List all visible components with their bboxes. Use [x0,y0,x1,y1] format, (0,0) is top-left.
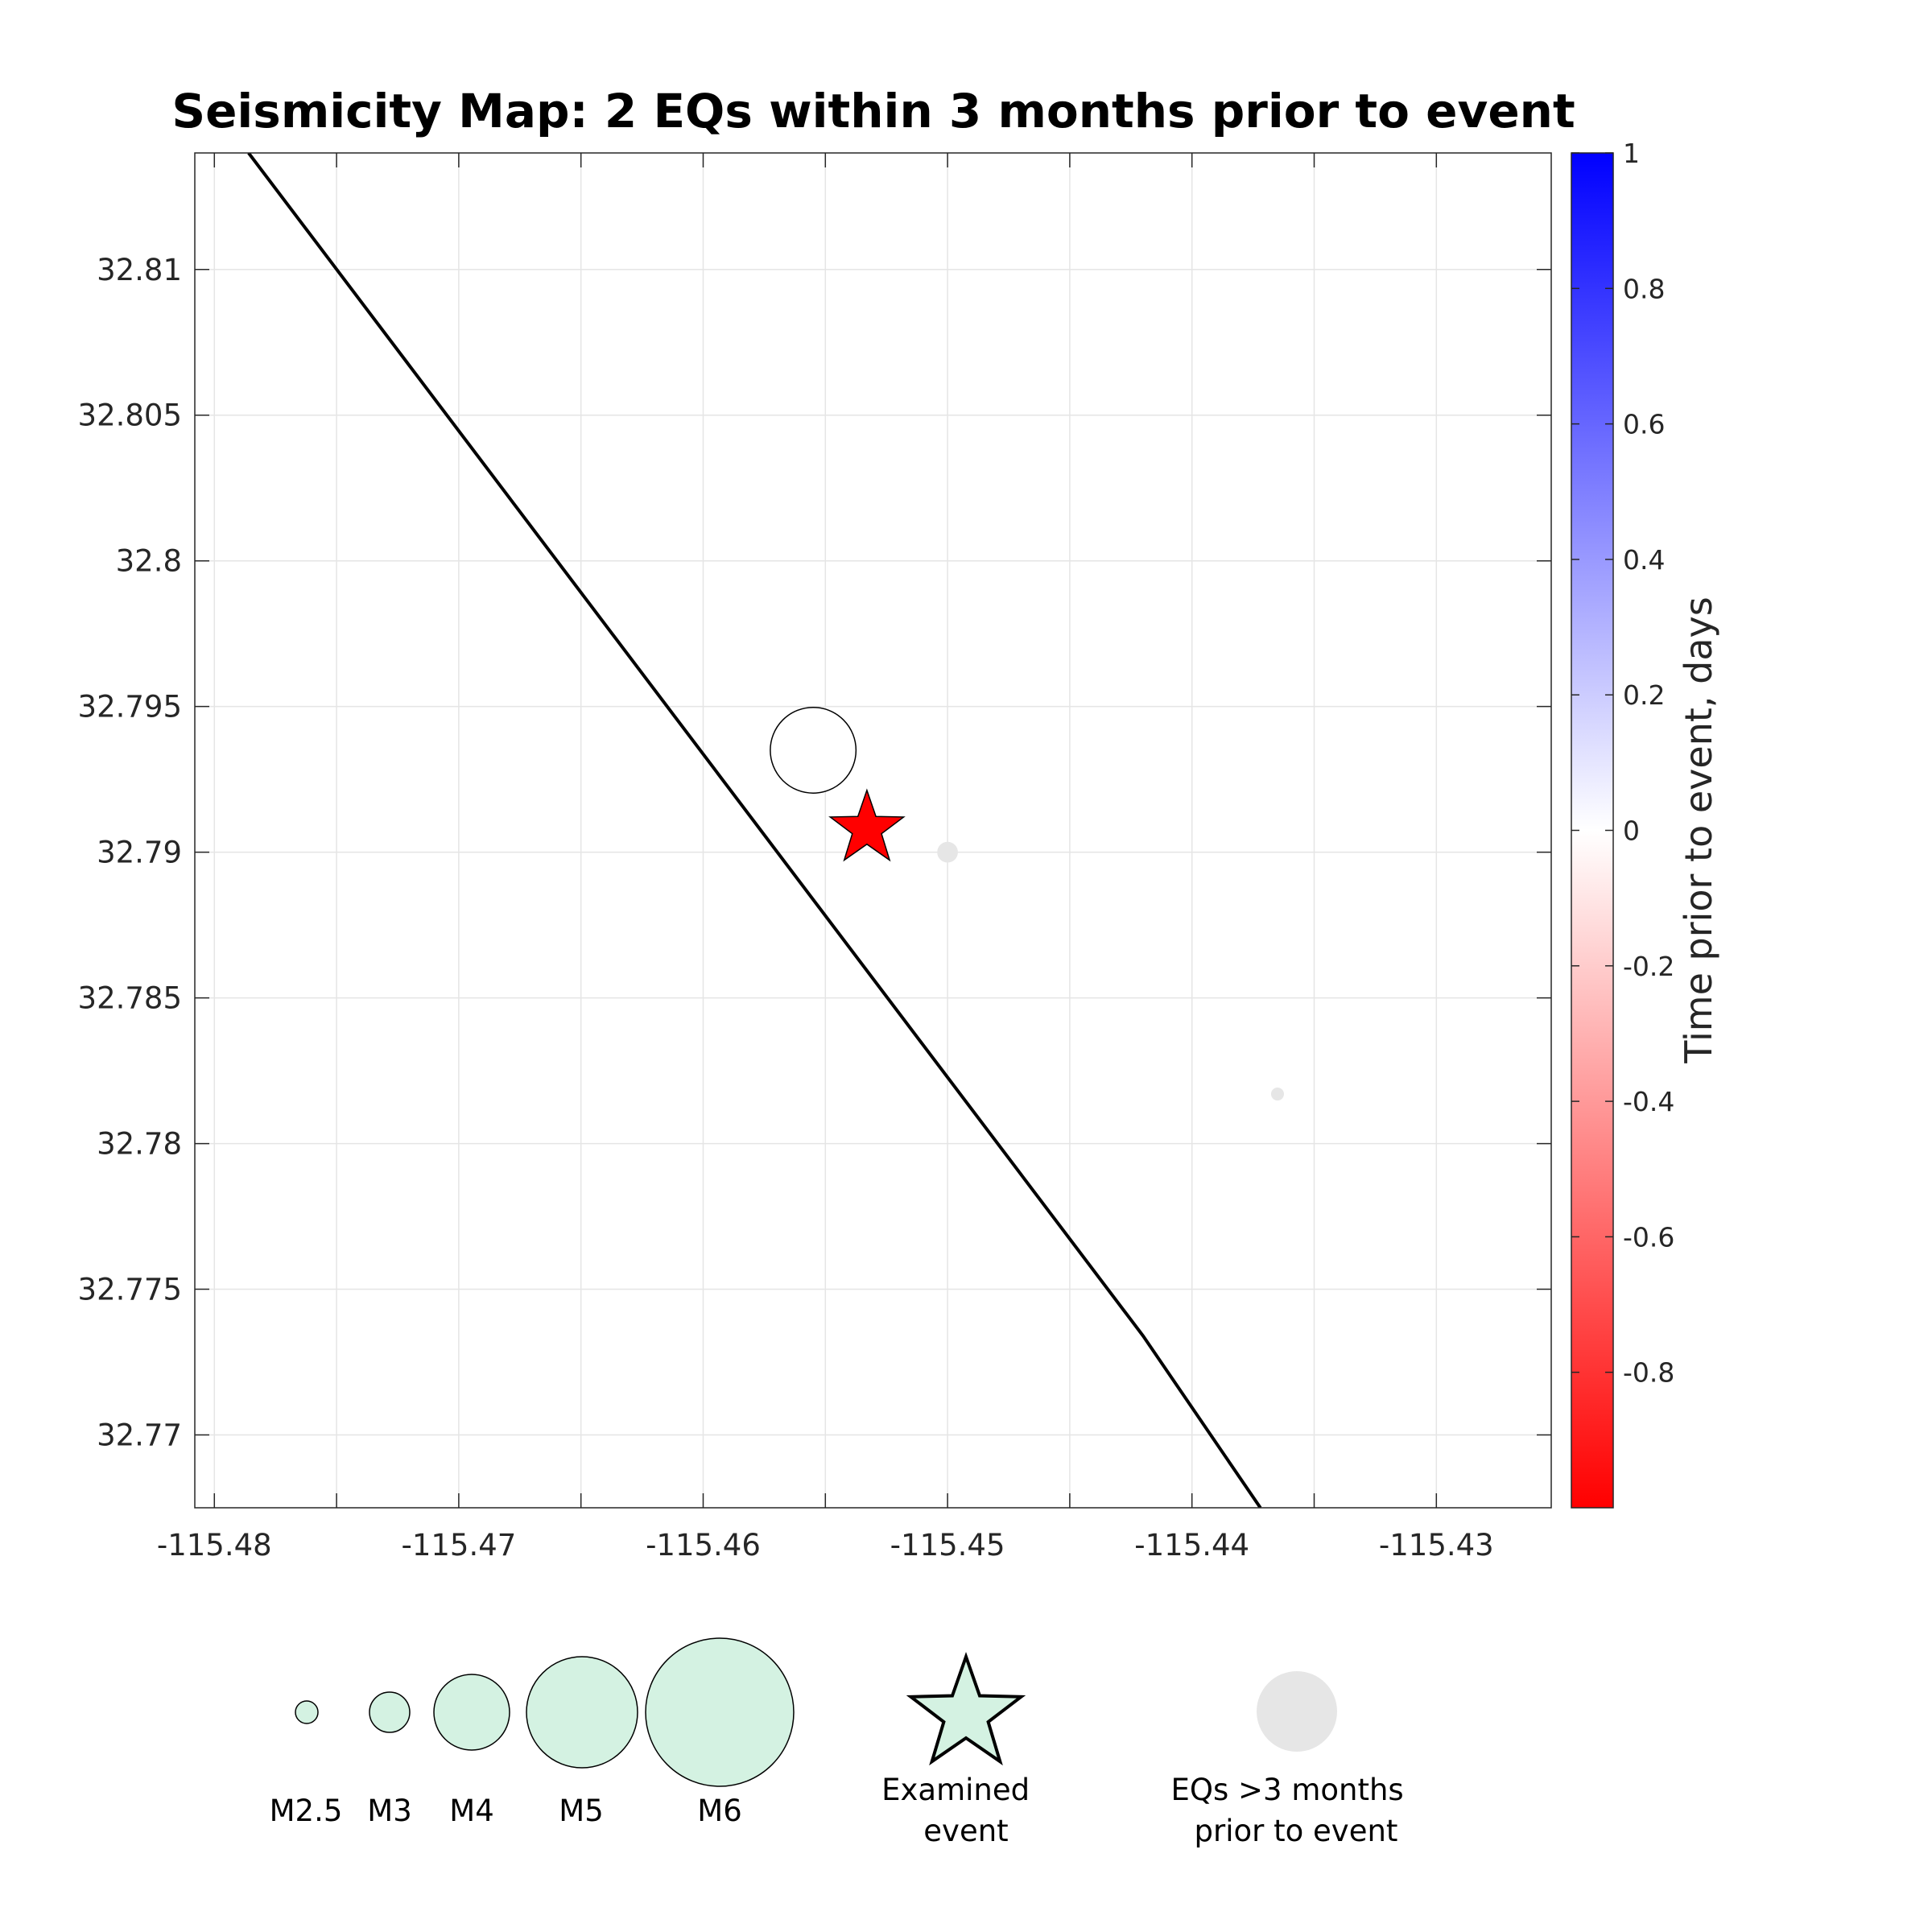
grid-lines [195,153,1551,1508]
legend-examined-label-line-2: event [923,1814,1008,1848]
x-tick-label: -115.47 [401,1528,516,1563]
x-tick-labels: -115.48 -115.47 -115.46 -115.45 -115.44 -115.… [157,1528,1494,1563]
window-event-marker [770,706,857,794]
y-tick-label: 32.81 [97,253,182,287]
x-tick-label: -115.48 [157,1528,272,1563]
legend-older-label-line-2: prior to event [1195,1814,1398,1848]
y-tick-label: 32.805 [78,398,182,433]
legend-magnitude-circle [433,1674,510,1751]
colorbar-tick-label: 1 [1623,138,1640,169]
legend-examined-label-line-1: Examined [881,1773,1030,1807]
fault-line [247,153,1262,1508]
colorbar-tick-label: 0.2 [1623,679,1665,711]
legend-magnitude-label: M3 [367,1794,411,1828]
older-event-marker [937,841,958,863]
chart-title: Seismicity Map: 2 EQs within 3 months pr… [171,84,1575,138]
x-tick-label: -115.43 [1379,1528,1494,1563]
colorbar-tick-label: -0.2 [1623,951,1674,982]
colorbar-tick-label: 0.6 [1623,409,1665,440]
plot-frame [194,152,1552,1509]
window-events-layer [770,706,857,794]
colorbar: 1 0.8 0.6 0.4 0.2 0 -0.2 -0.4 -0.6 -0.8 Time prio… [1571,138,1720,1509]
colorbar-label: Time prior to event, days [1677,597,1720,1063]
y-tick-label: 32.78 [97,1127,182,1162]
y-tick-label: 32.785 [78,981,182,1016]
colorbar-tick-label: 0 [1623,815,1640,847]
legend-magnitude-label: M4 [449,1794,493,1828]
legend-older-circle [1257,1671,1337,1752]
y-tick-labels: 32.77 32.775 32.78 32.785 32.79 32.795 32.8 32.… [78,253,182,1453]
legend-older-label: EQs >3 months prior to event [1171,1773,1414,1848]
legend-older-label-line-1: EQs >3 months [1171,1773,1404,1807]
legend-examined-star [906,1651,1026,1766]
y-tick-label: 32.795 [78,690,182,724]
y-tick-label: 32.79 [97,836,182,870]
legend-magnitude-label: M6 [697,1794,741,1828]
colorbar-tick-label: 0.4 [1623,544,1665,576]
legend-magnitude-circle [369,1691,411,1733]
examined-event-star [828,788,906,862]
colorbar-tick-label: -0.4 [1623,1086,1674,1117]
y-tick-label: 32.8 [116,544,182,579]
colorbar-ticks: 1 0.8 0.6 0.4 0.2 0 -0.2 -0.4 -0.6 -0.8 [1571,138,1674,1389]
y-tick-label: 32.775 [78,1273,182,1307]
colorbar-tick-label: 0.8 [1623,273,1665,304]
older-event-marker [1270,1088,1284,1101]
legend-magnitude-label: M5 [559,1794,603,1828]
colorbar-tick-label: -0.8 [1623,1357,1674,1389]
legend-magnitude-circle [295,1700,319,1724]
legend-magnitude-label: M2.5 [270,1794,343,1828]
colorbar-tick-label: -0.6 [1623,1221,1674,1253]
tick-marks [195,153,1551,1508]
legend-magnitude-circle [526,1656,638,1769]
legend: M2.5 M3 M4 M5 M6 Examined event EQs >3 month… [270,1637,1414,1848]
plot-area: -115.48 -115.47 -115.46 -115.45 -115.44 -115.… [78,152,1552,1563]
y-tick-label: 32.77 [97,1418,182,1453]
x-tick-label: -115.46 [646,1528,761,1563]
x-tick-label: -115.44 [1134,1528,1249,1563]
x-tick-label: -115.45 [890,1528,1005,1563]
older-events-layer [937,841,1284,1101]
legend-magnitude-circle [645,1637,795,1787]
legend-examined-label: Examined event [881,1773,1039,1848]
legend-magnitude-circles: M2.5 M3 M4 M5 M6 [270,1637,795,1828]
